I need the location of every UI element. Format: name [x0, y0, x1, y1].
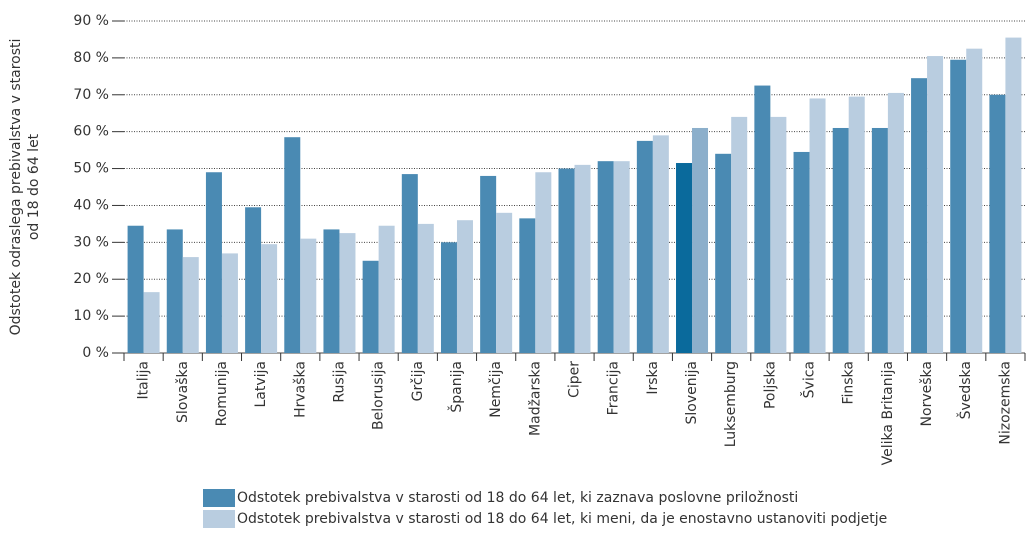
bar	[535, 172, 552, 353]
x-tick-label: Slovaška	[175, 361, 191, 423]
bar	[378, 225, 395, 353]
x-tick-label: Hrvaška	[292, 361, 308, 418]
bar	[692, 127, 709, 353]
x-tick-label: Latvija	[253, 361, 269, 408]
bar	[887, 92, 904, 353]
bar	[989, 94, 1006, 354]
bar	[911, 78, 928, 353]
bar	[613, 161, 630, 353]
bar	[127, 225, 144, 353]
bar	[143, 292, 160, 353]
bar	[731, 116, 748, 354]
legend-swatch	[203, 510, 235, 528]
x-tick-label: Madžarska	[527, 361, 543, 436]
y-tick-label: 80 %	[73, 50, 109, 66]
x-tick-label: Ciper	[567, 361, 583, 398]
x-tick-label: Finska	[841, 361, 857, 405]
bar	[323, 229, 340, 353]
bar	[182, 257, 199, 353]
bar	[950, 59, 967, 353]
x-tick-label: Grčija	[410, 361, 426, 401]
legend-label: Odstotek prebivalstva v starosti od 18 d…	[237, 490, 798, 506]
bar	[652, 135, 669, 353]
bar	[871, 127, 888, 353]
bar	[676, 163, 693, 353]
bar	[832, 127, 849, 353]
bar	[754, 85, 771, 354]
x-tick-label: Velika Britanija	[880, 361, 896, 465]
y-tick-label: 50 %	[73, 161, 109, 177]
bar	[300, 238, 317, 353]
legend-swatch	[203, 489, 235, 507]
bar	[597, 161, 614, 353]
y-tick-label: 90 %	[73, 13, 109, 29]
x-tick-label: Nemčija	[488, 361, 504, 418]
y-tick-label: 20 %	[73, 271, 109, 287]
y-axis-label: Odstotek odraslega prebivalstva v staros…	[8, 39, 24, 336]
x-tick-label: Švedska	[956, 361, 974, 419]
bar	[339, 233, 356, 353]
bar	[770, 116, 787, 354]
x-tick-label: Slovenija	[684, 361, 700, 424]
bar	[574, 164, 591, 353]
y-tick-label: 40 %	[73, 197, 109, 213]
y-tick-label: 70 %	[73, 87, 109, 103]
bar	[221, 253, 238, 353]
y-axis-label: od 18 do 64 let	[26, 133, 42, 240]
x-tick-label: Španija	[447, 361, 465, 413]
y-tick-label: 10 %	[73, 308, 109, 324]
bar	[809, 98, 826, 353]
x-tick-label: Norveška	[919, 361, 935, 426]
x-tick-label: Luksemburg	[723, 361, 739, 447]
bar	[417, 223, 434, 353]
x-tick-label: Francija	[606, 361, 622, 415]
x-tick-label: Nizozemska	[997, 361, 1013, 445]
x-tick-label: Poljska	[762, 361, 778, 409]
x-tick-label: Italija	[136, 361, 152, 399]
bar	[480, 175, 497, 353]
bar	[261, 244, 278, 353]
bar	[205, 172, 222, 353]
bar	[519, 218, 536, 353]
x-tick-label: Romunija	[214, 361, 230, 426]
y-tick-label: 60 %	[73, 124, 109, 140]
bar	[440, 242, 457, 353]
bar	[245, 207, 262, 353]
y-tick-label: 30 %	[73, 234, 109, 250]
legend-label: Odstotek prebivalstva v starosti od 18 d…	[237, 511, 887, 527]
bar	[456, 220, 473, 353]
x-tick-label: Belorusija	[371, 361, 387, 430]
bar	[966, 48, 983, 354]
x-tick-label: Švica	[800, 361, 818, 398]
bar	[558, 168, 575, 353]
bar	[636, 140, 653, 353]
bar	[715, 153, 732, 353]
bar	[362, 260, 379, 353]
bar	[496, 212, 513, 353]
bar	[793, 151, 810, 353]
bar	[927, 56, 944, 354]
y-tick-label: 0 %	[82, 345, 109, 361]
bar	[166, 229, 183, 353]
bar	[848, 96, 865, 353]
bar	[284, 137, 301, 353]
bar	[1005, 37, 1022, 353]
bar	[401, 174, 418, 353]
x-tick-label: Irska	[645, 361, 661, 395]
x-tick-label: Rusija	[331, 361, 347, 403]
